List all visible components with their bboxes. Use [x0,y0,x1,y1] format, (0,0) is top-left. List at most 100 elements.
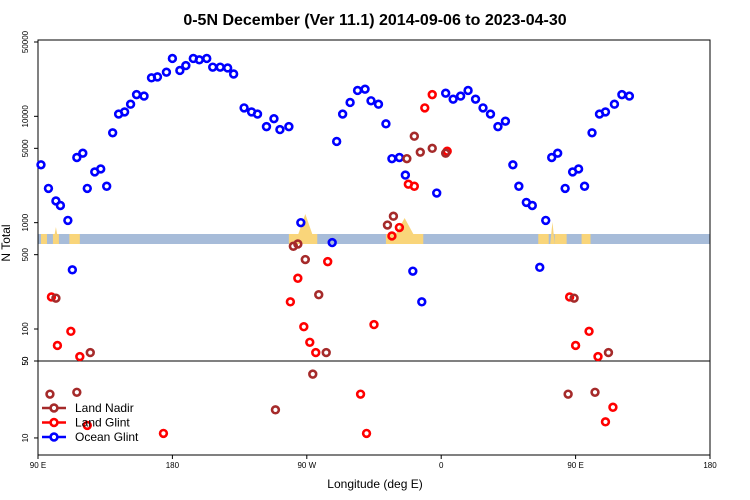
ocean-glint-point [296,217,306,228]
land-nadir-point [440,148,451,158]
x-axis-label: Longitude (deg E) [327,477,422,491]
ocean-glint-point [43,183,54,194]
ocean-glint-point [107,128,118,138]
ocean-glint-point [337,109,348,119]
upper-y-tick-label: 50000 [21,30,30,53]
ocean-glint-point [455,91,466,101]
land-nadir-point [382,220,393,230]
ocean-glint-point [125,99,136,109]
legend-label: Land Nadir [75,401,134,415]
land-nadir-point [72,387,82,397]
ocean-glint-point [152,72,163,82]
ocean-glint-point [440,88,451,98]
ocean-glint-point [478,103,488,113]
legend-marker [49,432,59,442]
x-tick-label: 90 W [297,461,316,470]
ocean-glint-point [331,136,342,147]
land-shape [52,227,59,244]
lower-y-tick-label: 50 [21,356,30,365]
land-segment [69,234,80,244]
land-glint-point [305,337,315,347]
land-nadir-point [402,153,412,164]
y-axis-label: N Total [0,224,13,261]
ocean-glint-point [448,94,458,104]
upper-y-tick-label: 5000 [21,139,30,157]
ocean-glint-point [55,200,66,211]
x-tick-label: 90 E [30,461,46,470]
legend-label: Land Glint [75,416,130,430]
land-nadir-point [590,387,600,397]
ocean-glint-point [560,183,570,194]
ocean-glint-point [167,53,178,64]
ocean-glint-point [36,160,46,170]
land-nadir-point [409,131,420,141]
ocean-glint-point [239,103,249,113]
land-glint-point [427,89,437,100]
ocean-glint-point [202,53,212,64]
x-tick-label: 0 [439,461,444,470]
ocean-glint-point [345,97,355,108]
ocean-band [38,234,710,244]
frame-border [37,39,711,456]
ocean-glint-point [269,113,279,124]
ocean-glint-point [535,262,545,273]
ocean-glint-point [222,63,233,73]
land-glint-point [593,351,603,362]
upper-y-tick-label: 10000 [21,105,30,128]
ocean-glint-point [547,152,557,163]
land-glint-point [355,389,366,399]
ocean-glint-point [181,60,191,71]
ocean-glint-point [228,69,239,79]
ocean-glint-point [82,183,92,194]
ocean-glint-point [139,91,149,101]
land-glint-point [82,420,92,431]
ocean-glint-point [63,215,73,226]
land-glint-point [409,181,420,191]
land-glint-point [369,319,379,330]
land-nadir-point [51,293,61,303]
land-nadir-point [293,239,303,249]
land-glint-point [387,231,397,241]
land-glint-point [75,351,85,362]
land-nadir-point [569,293,579,303]
lower-y-tick-label: 10 [21,433,30,442]
land-shape [294,214,316,244]
ocean-glint-point [284,121,294,132]
land-nadir-point [563,389,573,399]
upper-y-tick-label: 50 [21,356,30,365]
land-shape [390,218,419,244]
land-nadir-point [300,254,311,265]
ocean-glint-point [541,215,551,226]
land-nadir-point [388,211,399,221]
ocean-glint-point [600,107,611,117]
land-segment [581,234,591,244]
ocean-glint-point [573,164,584,174]
land-glint-point [420,103,430,113]
ocean-glint-point [366,96,376,106]
land-shape [550,222,555,244]
land-glint-point [394,222,405,233]
land-glint-point [285,297,296,307]
ocean-glint-point [485,109,496,119]
ocean-glint-point [470,94,481,104]
land-glint-point [158,428,169,439]
land-nadir-point [603,347,614,358]
ocean-glint-point [579,181,590,191]
ocean-glint-point [161,67,172,77]
ocean-glint-point [514,181,524,191]
ocean-glint-point [508,160,518,170]
land-nadir-point [85,347,95,358]
ocean-glint-point [381,119,391,129]
ocean-glint-point [587,128,597,138]
ocean-glint-point [360,84,370,94]
ocean-glint-point [252,109,263,119]
x-tick-label: 180 [703,461,717,470]
chart-title: 0-5N December (Ver 11.1) 2014-09-06 to 2… [183,12,566,29]
land-glint-point [46,292,57,302]
ocean-glint-point [96,164,106,174]
ocean-glint-point [552,148,563,158]
x-tick-label: 180 [166,461,180,470]
